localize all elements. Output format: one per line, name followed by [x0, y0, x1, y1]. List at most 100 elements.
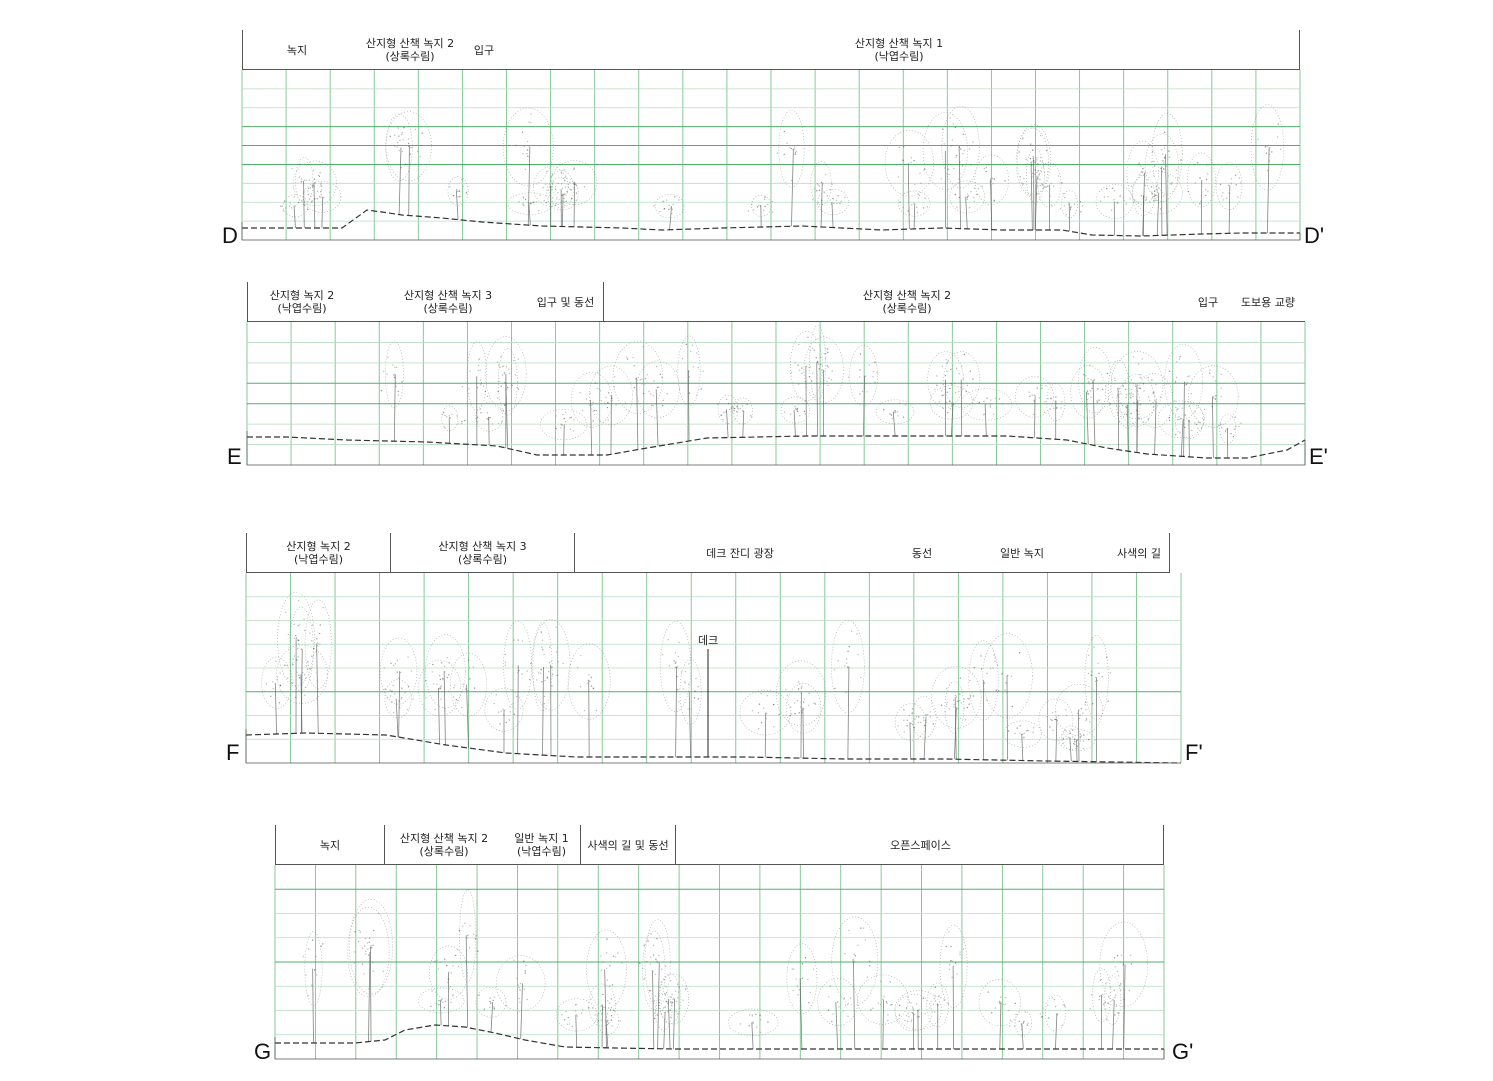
section-f: 산지형 녹지 2 (낙엽수림) 산지형 산책 녹지 3 (상록수림) 데크 잔디 광…	[226, 533, 1203, 765]
zone-label: 도보용 교량	[1240, 295, 1296, 309]
tree	[1043, 383, 1066, 440]
ground-profile-line	[275, 1024, 1164, 1050]
zone-label: 입구 및 동선	[528, 282, 604, 322]
tree	[1164, 343, 1203, 457]
tree	[817, 978, 859, 1050]
vegetation-point-cloud	[261, 591, 1112, 762]
vegetation-point-cloud	[380, 325, 1242, 459]
tree	[1188, 365, 1239, 459]
zone-label: 입구	[473, 43, 495, 57]
section-start-marker: D	[222, 223, 238, 248]
section-e: 산지형 녹지 2 (낙엽수림) 산지형 산책 녹지 3 (상록수림) 입구 및 동선…	[0, 0, 1493, 480]
zone-label: 산지형 산책 녹지 3 (상록수림)	[403, 289, 493, 315]
section-d-header: 녹지 산지형 산책 녹지 2 (상록수림) 입구 산지형 산책 녹지 1 (낙엽수림…	[242, 30, 1300, 70]
section-base-frame	[246, 431, 1306, 466]
section-end-marker: F'	[1185, 740, 1203, 765]
tree	[588, 983, 616, 1048]
tree	[949, 180, 986, 229]
tree	[441, 405, 466, 444]
tree	[380, 340, 404, 442]
ground-profile-line	[245, 732, 1182, 764]
tree	[292, 160, 337, 229]
tree	[1015, 127, 1049, 231]
zone-label: 동선	[911, 546, 933, 560]
tree	[1218, 413, 1242, 459]
tree	[1151, 113, 1183, 236]
zone-label: 데크 잔디 광장	[706, 546, 774, 560]
tree	[1110, 351, 1164, 453]
section-end-marker: E'	[1309, 444, 1328, 469]
tree	[261, 656, 294, 734]
tree	[1089, 967, 1117, 1050]
tree	[929, 385, 974, 437]
tree	[385, 113, 413, 215]
deck-callout-label: 데크	[698, 634, 719, 647]
zone-label: 사색의 길 및 동선	[581, 825, 676, 865]
section-start-marker: G	[254, 1039, 272, 1064]
tree	[831, 619, 865, 760]
tree	[727, 1008, 779, 1050]
tree	[776, 660, 826, 759]
tree	[931, 665, 982, 760]
tree	[503, 620, 532, 754]
tree	[454, 889, 479, 1028]
tree	[347, 906, 390, 1042]
tree	[429, 945, 468, 1026]
tree	[1131, 170, 1183, 236]
tree	[922, 112, 968, 229]
tree	[941, 105, 980, 229]
tree	[1215, 162, 1243, 234]
tree	[1058, 729, 1096, 762]
tree	[1157, 400, 1205, 457]
tree	[1022, 148, 1049, 231]
section-f-header-rule	[246, 572, 1170, 573]
tree	[653, 992, 673, 1049]
tree	[277, 591, 315, 734]
tree	[894, 703, 927, 760]
tree	[279, 194, 309, 229]
zone-label: 산지형 산책 녹지 2 (상록수림)	[399, 832, 489, 858]
tree	[612, 341, 664, 450]
section-base-frame	[245, 729, 1181, 764]
tree	[803, 336, 844, 437]
tree	[776, 109, 805, 227]
section-base-frame	[241, 222, 1301, 241]
tree	[1174, 401, 1204, 457]
ground-profile-line	[242, 209, 1300, 237]
section-d-drawing	[241, 70, 1301, 241]
tree	[660, 620, 692, 758]
tree	[539, 408, 588, 456]
tree	[1070, 365, 1107, 445]
tree	[657, 973, 689, 1049]
tree	[555, 998, 598, 1048]
tree	[291, 157, 321, 229]
zone-label: 산지형 산책 녹지 2 (상록수림)	[862, 289, 952, 315]
tree	[1186, 152, 1216, 235]
tree	[1055, 683, 1103, 762]
section-start-marker: F	[226, 740, 240, 765]
zone-label: 일반 녹지 1 (낙엽수림)	[503, 825, 581, 865]
tree	[785, 683, 822, 759]
zone-label: 산지형 산책 녹지 3 (상록수림)	[391, 533, 575, 573]
tree	[974, 154, 1009, 230]
tree	[875, 399, 915, 437]
tree	[747, 194, 774, 228]
tree	[567, 643, 611, 758]
zone-label: 사색의 길	[1117, 546, 1161, 560]
vegetation-point-cloud	[302, 889, 1148, 1050]
section-e-drawing	[246, 322, 1306, 466]
tree	[1103, 975, 1125, 1050]
section-d: 녹지 산지형 산책 녹지 2 (상록수림) 입구 산지형 산책 녹지 1 (낙엽수림…	[0, 0, 1493, 260]
tree	[982, 633, 1033, 761]
tree	[926, 982, 950, 1050]
tree	[831, 916, 879, 1050]
section-f-drawing	[245, 573, 1182, 764]
tree	[1250, 104, 1285, 234]
zone-label: 산지형 녹지 2 (낙엽수림)	[247, 533, 391, 573]
tree	[417, 987, 465, 1026]
section-start-marker: E	[227, 444, 242, 469]
tree	[495, 955, 546, 1040]
tree	[943, 351, 981, 437]
tree	[1036, 161, 1064, 231]
